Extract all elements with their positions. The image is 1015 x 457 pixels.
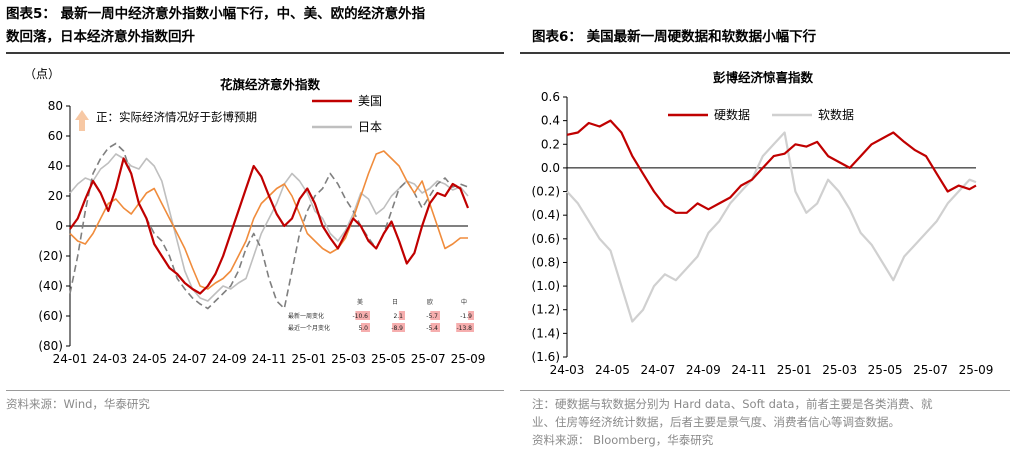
x-tick-label-1: 25-01 bbox=[777, 363, 812, 377]
y-tick-label-0: 0 bbox=[55, 219, 63, 233]
x-tick-label-1: 24-03 bbox=[550, 363, 585, 377]
x-tick-label-0: 25-01 bbox=[291, 352, 326, 366]
x-tick-label-1: 24-11 bbox=[731, 363, 766, 377]
y-tick-label-1: 0.2 bbox=[541, 137, 560, 151]
up-arrow-icon bbox=[75, 110, 89, 131]
left-figure-title-line1: 图表5： 最新一周中经济意外指数小幅下行，中、美、欧的经济意外指 bbox=[6, 6, 426, 22]
table-value: -8.9 bbox=[391, 325, 403, 332]
table-value-bar bbox=[361, 323, 370, 332]
table-value: -1.9 bbox=[460, 313, 472, 320]
y-tick-label-1: (0.4) bbox=[532, 208, 560, 222]
y-tick-label-1: 0.6 bbox=[541, 90, 560, 104]
table-row-label: 最近一个月变化 bbox=[288, 324, 330, 332]
left-source: 资料来源：Wind，华泰研究 bbox=[6, 397, 150, 411]
left-chart-unit-label: （点） bbox=[24, 67, 60, 81]
y-tick-label-1: (0.2) bbox=[532, 185, 560, 199]
right-note-line1: 注：硬数据与软数据分别为 Hard data、Soft data，前者主要是各类… bbox=[532, 397, 933, 411]
right-note-line2: 业、住房等经济统计数据，后者主要是景气度、消费者信心等调查数据。 bbox=[532, 415, 900, 429]
legend-label-japan: 日本 bbox=[358, 120, 382, 134]
right-bottom-rule bbox=[520, 390, 1010, 391]
y-tick-label-0: 60 bbox=[48, 129, 63, 143]
x-tick-label-0: 24-09 bbox=[212, 352, 247, 366]
table-value-bar bbox=[456, 323, 474, 332]
y-tick-label-0: (40) bbox=[38, 279, 63, 293]
x-tick-label-1: 24-07 bbox=[640, 363, 675, 377]
table-value-bar bbox=[392, 323, 405, 332]
y-tick-label-1: (1.4) bbox=[532, 326, 560, 340]
table-header: 中 bbox=[461, 298, 467, 306]
legend-label-us: 美国 bbox=[358, 94, 382, 108]
left-chart-title: 花旗经济意外指数 bbox=[220, 77, 321, 92]
x-tick-label-1: 24-09 bbox=[686, 363, 721, 377]
x-tick-label-1: 25-07 bbox=[913, 363, 948, 377]
left-figure-title-line2: 数回落，日本经济意外指数回升 bbox=[6, 29, 195, 45]
y-tick-label-1: (1.6) bbox=[532, 350, 560, 364]
y-tick-label-1: 0.0 bbox=[541, 161, 560, 175]
x-tick-label-1: 25-05 bbox=[868, 363, 903, 377]
table-value: -5.7 bbox=[426, 313, 438, 320]
left-title-rule bbox=[6, 52, 504, 54]
y-tick-label-1: (1.0) bbox=[532, 279, 560, 293]
table-value: 2.1 bbox=[393, 313, 403, 320]
y-tick-label-0: 20 bbox=[48, 189, 63, 203]
y-tick-label-0: (20) bbox=[38, 249, 63, 263]
table-header: 日 bbox=[392, 299, 398, 306]
right-chart-title: 彭博经济惊喜指数 bbox=[713, 70, 814, 85]
x-tick-label-1: 25-03 bbox=[822, 363, 857, 377]
legend-label-soft: 软数据 bbox=[818, 107, 854, 122]
y-tick-label-0: (60) bbox=[38, 309, 63, 323]
x-tick-label-0: 24-03 bbox=[92, 352, 127, 366]
y-tick-label-0: 40 bbox=[48, 159, 63, 173]
left-bottom-rule bbox=[6, 390, 504, 391]
table-value-bar bbox=[430, 311, 440, 320]
series-line-soft bbox=[566, 131, 977, 323]
y-tick-label-1: (1.2) bbox=[532, 303, 560, 317]
left-chart-annotation: 正：实际经济情况好于彭博预期 bbox=[96, 110, 257, 124]
x-tick-label-0: 25-09 bbox=[451, 352, 486, 366]
x-tick-label-1: 24-05 bbox=[595, 363, 630, 377]
table-value-bar bbox=[398, 311, 405, 320]
table-value: -10.6 bbox=[352, 313, 368, 320]
x-tick-label-0: 24-05 bbox=[132, 352, 167, 366]
series-line-hard bbox=[566, 119, 977, 214]
table-value-bar bbox=[430, 323, 440, 332]
x-tick-label-0: 25-07 bbox=[411, 352, 446, 366]
table-value: -13.8 bbox=[456, 325, 472, 332]
table-value: -5.4 bbox=[426, 325, 438, 332]
table-header: 欧 bbox=[427, 298, 433, 306]
y-tick-label-1: (0.8) bbox=[532, 255, 560, 269]
table-header: 美 bbox=[357, 298, 363, 306]
x-tick-label-0: 24-11 bbox=[252, 352, 287, 366]
series-line-china bbox=[69, 142, 469, 310]
x-tick-label-0: 24-07 bbox=[172, 352, 207, 366]
x-tick-label-0: 25-05 bbox=[371, 352, 406, 366]
x-tick-label-0: 25-03 bbox=[331, 352, 366, 366]
legend-label-hard: 硬数据 bbox=[714, 107, 750, 122]
series-line-us bbox=[69, 157, 470, 295]
right-title-rule bbox=[520, 52, 1010, 54]
table-row-label: 最新一周变化 bbox=[288, 312, 324, 320]
x-tick-label-0: 24-01 bbox=[53, 352, 88, 366]
right-figure-title: 图表6： 美国最新一周硬数据和软数据小幅下行 bbox=[532, 29, 817, 45]
y-tick-label-1: 0.4 bbox=[541, 114, 560, 128]
table-value: 5.0 bbox=[358, 325, 368, 332]
right-source: 资料来源： Bloomberg，华泰研究 bbox=[532, 433, 714, 447]
y-tick-label-0: 80 bbox=[48, 99, 63, 113]
series-line-japan bbox=[69, 153, 469, 302]
table-value-bar bbox=[355, 311, 370, 320]
x-tick-label-1: 25-09 bbox=[959, 363, 994, 377]
table-value-bar bbox=[468, 311, 474, 320]
y-tick-label-0: (80) bbox=[38, 339, 63, 353]
y-tick-label-1: (0.6) bbox=[532, 232, 560, 246]
